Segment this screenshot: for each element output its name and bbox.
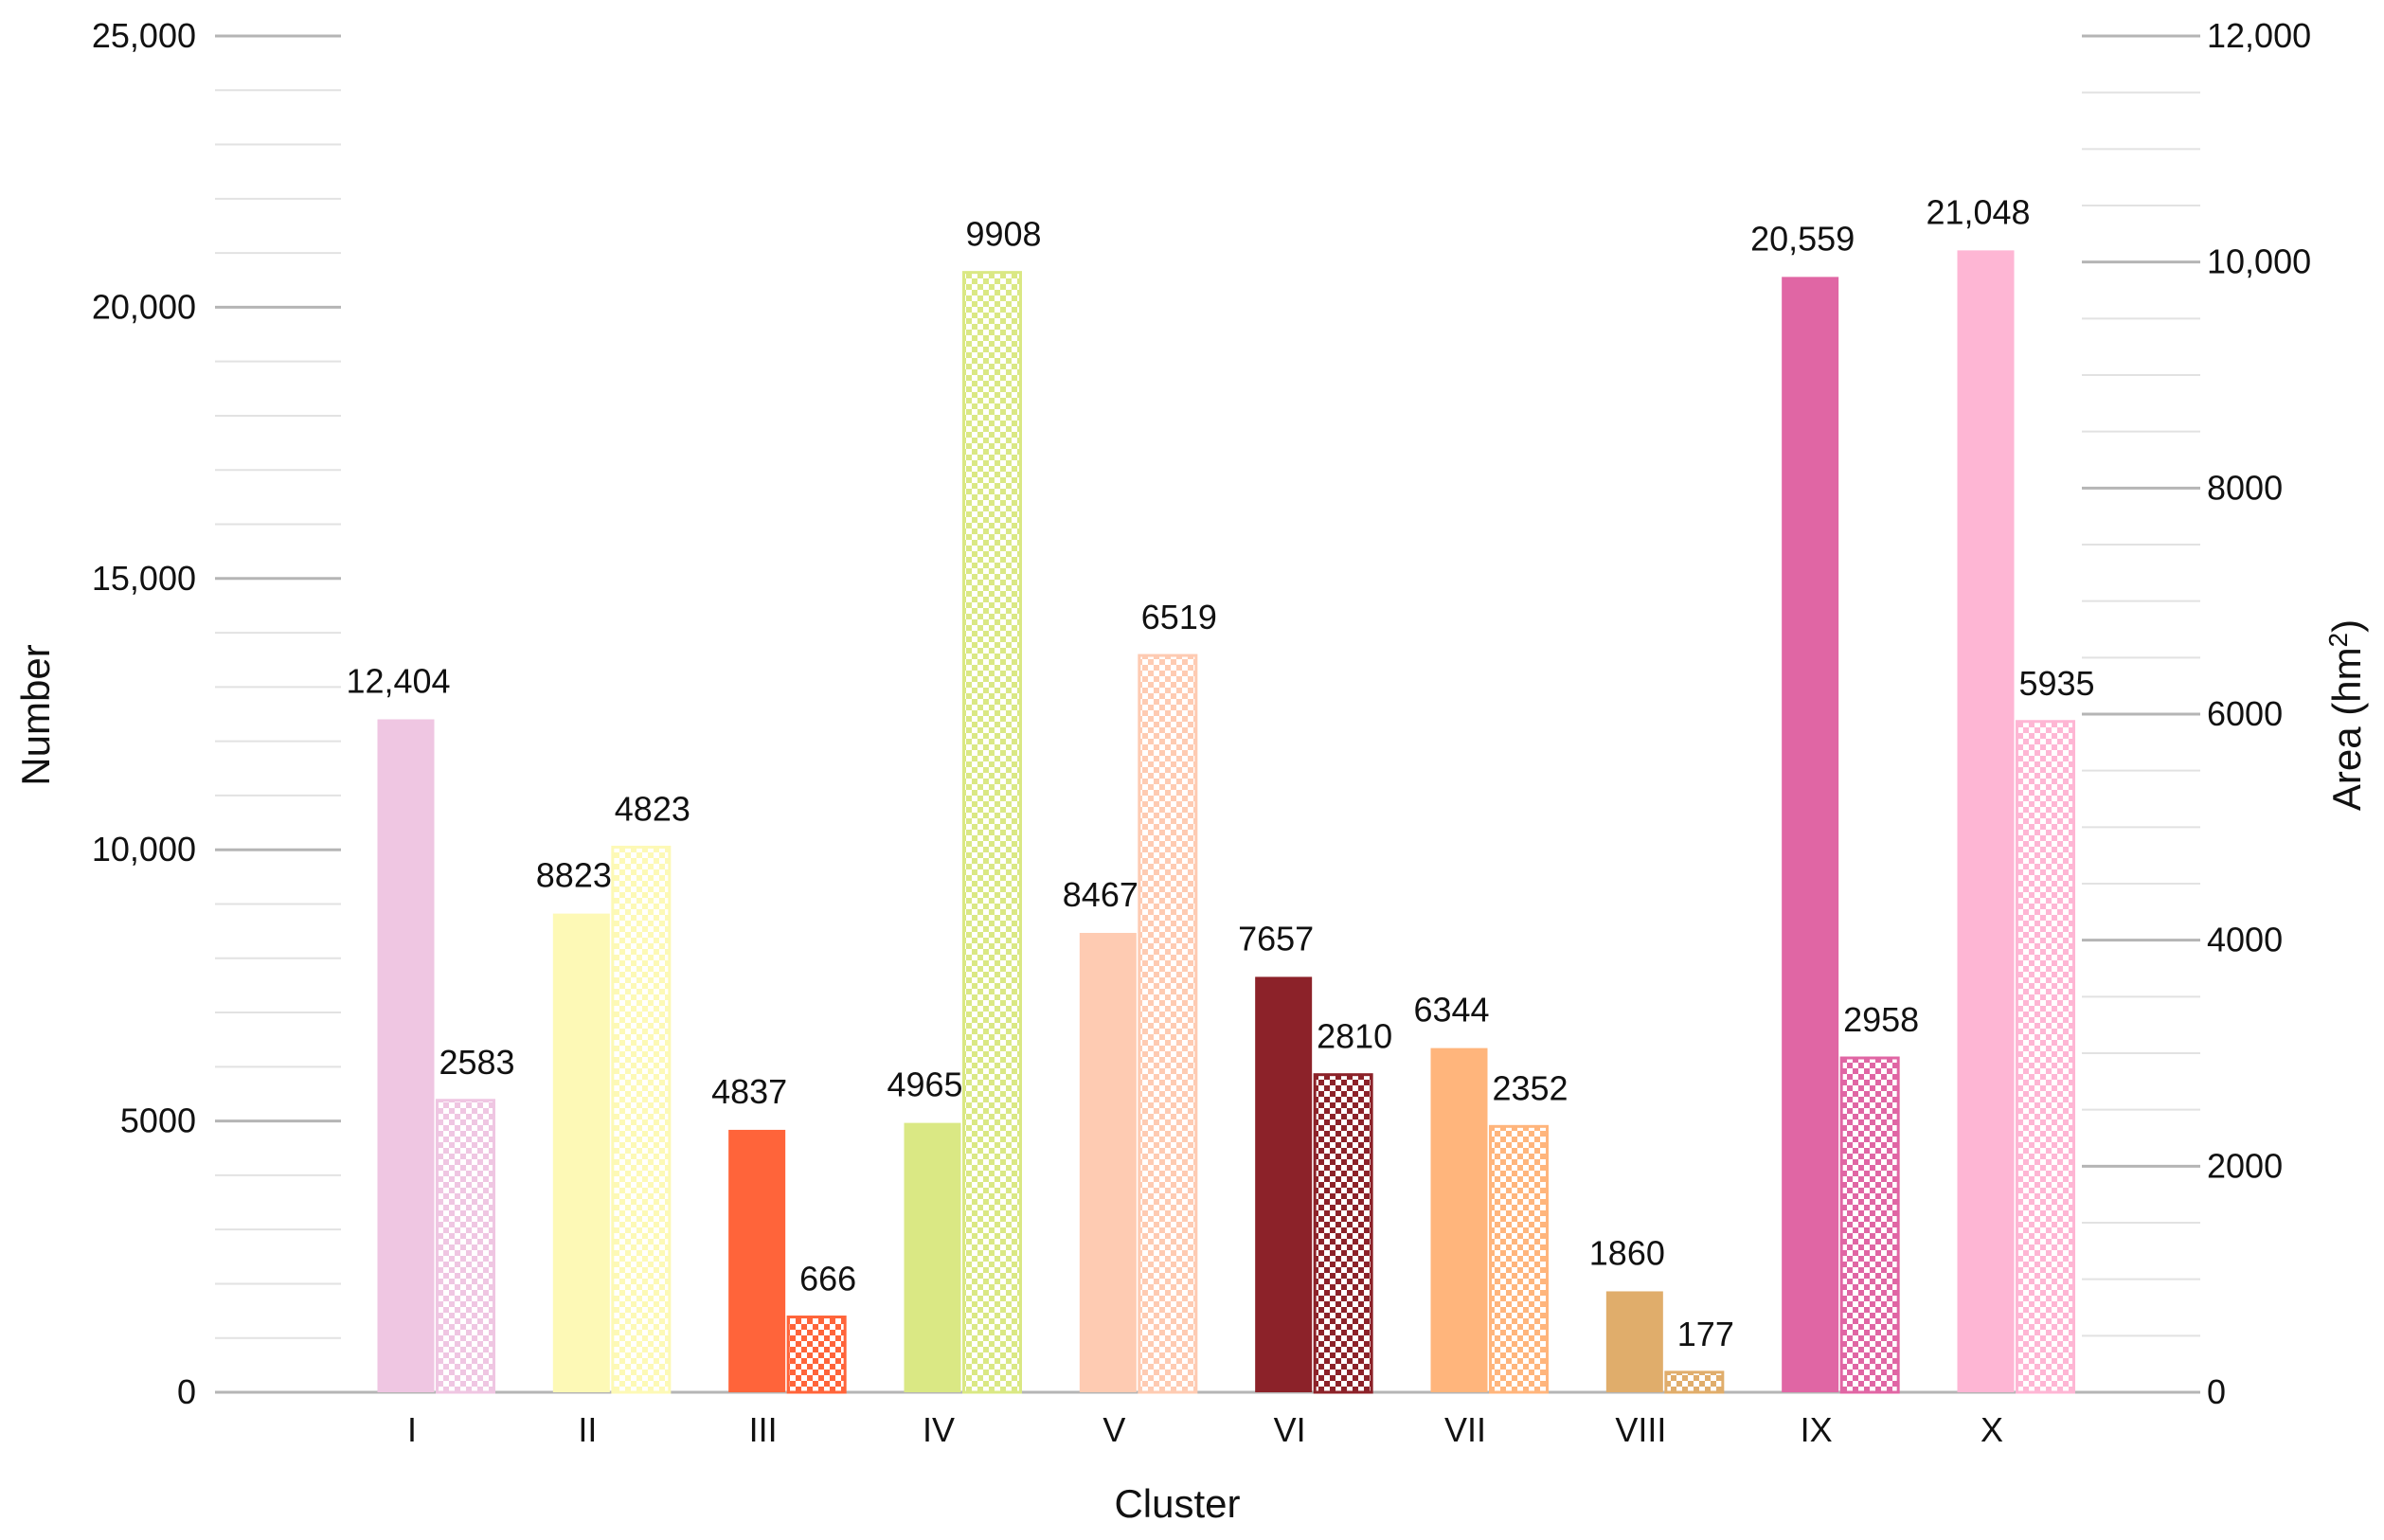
y2-tick-label: 0 bbox=[2207, 1372, 2226, 1411]
bar-number-III bbox=[728, 1129, 786, 1392]
bar-area-V bbox=[1138, 654, 1198, 1394]
y-tick-label: 5000 bbox=[120, 1101, 196, 1140]
y2-tick-label: 8000 bbox=[2207, 468, 2283, 507]
data-label-area: 2958 bbox=[1843, 1000, 1919, 1039]
y2-axis-title: Area (hm2) bbox=[2323, 619, 2369, 811]
data-label-number: 20,559 bbox=[1750, 219, 1855, 258]
x-tick-label: X bbox=[1981, 1410, 2003, 1449]
bar-area-VIII bbox=[1664, 1370, 1725, 1394]
data-label-area: 2352 bbox=[1492, 1068, 1568, 1107]
y-axis-title: Number bbox=[13, 644, 58, 785]
y-tick-label: 10,000 bbox=[92, 830, 196, 868]
bars bbox=[377, 250, 2075, 1394]
y-tick-label: 15,000 bbox=[92, 559, 196, 598]
data-label-number: 7657 bbox=[1238, 919, 1314, 958]
bar-area-VI bbox=[1313, 1073, 1373, 1394]
data-label-number: 12,404 bbox=[346, 661, 450, 700]
x-tick-label: V bbox=[1102, 1410, 1125, 1449]
data-label-area: 2810 bbox=[1317, 1017, 1392, 1056]
bar-area-X bbox=[2016, 720, 2075, 1394]
y2-axis-title-main: Area (hm bbox=[2324, 647, 2369, 811]
y2-axis-title-close: ) bbox=[2324, 619, 2369, 633]
data-label-number: 4837 bbox=[711, 1072, 787, 1111]
data-label-number: 4965 bbox=[887, 1065, 962, 1104]
bar-area-III bbox=[786, 1316, 847, 1394]
x-tick-label: VII bbox=[1444, 1410, 1486, 1449]
bar-number-VIII bbox=[1605, 1291, 1663, 1392]
data-label-area: 666 bbox=[799, 1260, 856, 1298]
bar-area-I bbox=[436, 1099, 495, 1394]
data-label-number: 21,048 bbox=[1926, 192, 2030, 231]
bar-number-IX bbox=[1782, 277, 1839, 1392]
bar-number-I bbox=[377, 719, 435, 1392]
y2-axis-title-superscript: 2 bbox=[2323, 633, 2353, 648]
data-label-area: 177 bbox=[1677, 1315, 1734, 1353]
data-label-number: 8467 bbox=[1063, 875, 1138, 914]
bar-number-X bbox=[1957, 250, 2015, 1392]
data-label-number: 6344 bbox=[1413, 991, 1489, 1030]
gridlines bbox=[215, 34, 2200, 1394]
bar-area-II bbox=[611, 845, 672, 1394]
data-label-area: 6519 bbox=[1141, 598, 1217, 636]
axis-titles: Cluster Number Area (hm2) bbox=[13, 619, 2369, 1526]
bar-area-IV bbox=[962, 271, 1022, 1394]
x-axis-title: Cluster bbox=[1114, 1481, 1240, 1526]
bar-number-VI bbox=[1255, 976, 1313, 1392]
x-tick-label: IX bbox=[1801, 1410, 1833, 1449]
bar-number-VII bbox=[1430, 1048, 1488, 1392]
x-tick-label: I bbox=[407, 1410, 417, 1449]
y-tick-label: 20,000 bbox=[92, 287, 196, 326]
bar-number-II bbox=[552, 913, 610, 1392]
y2-tick-label: 10,000 bbox=[2207, 242, 2311, 281]
bar-number-IV bbox=[904, 1122, 961, 1392]
y2-tick-label: 6000 bbox=[2207, 694, 2283, 733]
y-tick-label: 25,000 bbox=[92, 16, 196, 55]
bar-area-IX bbox=[1839, 1056, 1900, 1394]
y-tick-label: 0 bbox=[177, 1372, 196, 1411]
data-label-area: 4823 bbox=[615, 789, 690, 828]
data-label-area: 9908 bbox=[965, 215, 1041, 254]
bar-number-V bbox=[1079, 933, 1137, 1392]
y2-tick-label: 2000 bbox=[2207, 1146, 2283, 1185]
axis-ticks: 0 5000 10,000 15,000 20,000 25,000 0 2000 4000 60… bbox=[92, 16, 2311, 1449]
y2-tick-label: 12,000 bbox=[2207, 16, 2311, 55]
bar-area-VII bbox=[1489, 1124, 1549, 1394]
data-label-area: 5935 bbox=[2018, 664, 2094, 703]
x-tick-label: VIII bbox=[1615, 1410, 1666, 1449]
y2-tick-label: 4000 bbox=[2207, 921, 2283, 959]
x-tick-label: VI bbox=[1274, 1410, 1306, 1449]
x-tick-label: II bbox=[578, 1410, 597, 1449]
data-label-area: 2583 bbox=[439, 1043, 514, 1082]
data-label-number: 8823 bbox=[536, 856, 612, 895]
x-tick-label: IV bbox=[923, 1410, 955, 1449]
data-label-number: 1860 bbox=[1589, 1233, 1665, 1272]
x-tick-label: III bbox=[749, 1410, 778, 1449]
